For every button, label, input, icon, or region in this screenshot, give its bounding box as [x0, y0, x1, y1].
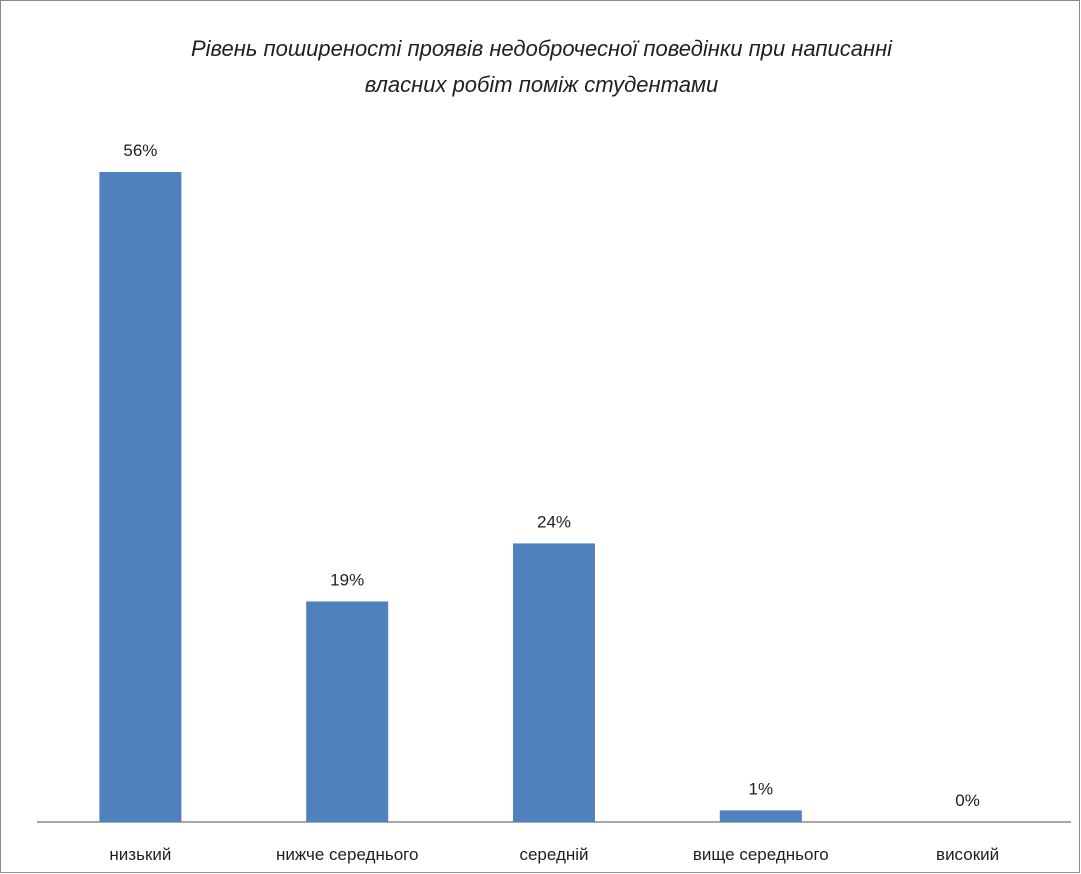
bar-0 [99, 172, 182, 822]
data-label-3: 1% [749, 779, 774, 798]
x-tick-label-0: низький [109, 845, 171, 864]
x-tick-label-4: високий [936, 845, 999, 864]
chart-title-line-1: Рівень поширеності проявів недоброчесної… [190, 36, 893, 61]
chart-title-line-2: власних робіт поміж студентами [364, 72, 719, 97]
bar-2 [513, 543, 595, 822]
x-tick-label-2: середній [519, 845, 588, 864]
data-label-2: 24% [537, 512, 571, 531]
x-tick-label-3: вище середнього [693, 845, 829, 864]
x-tick-label-1: нижче середнього [276, 845, 419, 864]
data-label-0: 56% [123, 141, 157, 160]
bar-1 [306, 601, 389, 822]
data-label-4: 0% [955, 791, 980, 810]
bar-3 [719, 810, 802, 822]
chart-title: Рівень поширеності проявів недоброчесної… [1, 31, 1081, 103]
data-label-1: 19% [330, 570, 364, 589]
